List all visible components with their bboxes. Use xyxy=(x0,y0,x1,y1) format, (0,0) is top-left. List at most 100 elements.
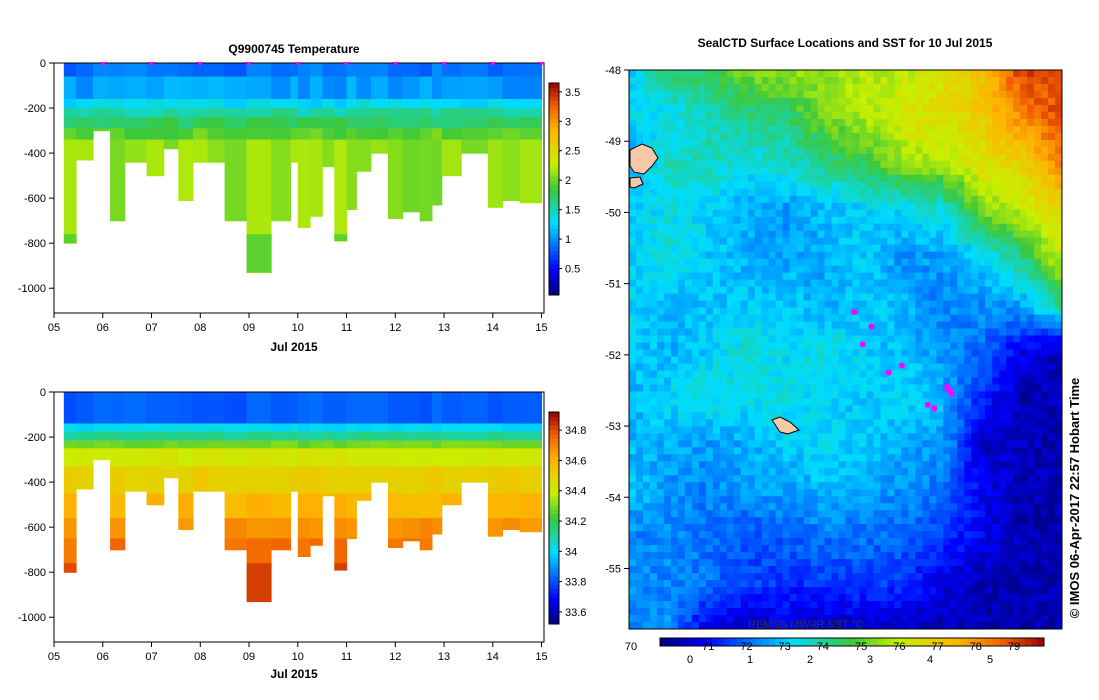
sst-cell xyxy=(698,125,707,134)
sst-cell xyxy=(698,118,707,127)
sst-cell xyxy=(1027,482,1035,490)
sst-cell xyxy=(663,167,672,176)
sst-cell xyxy=(670,139,679,148)
sst-cell xyxy=(754,482,763,490)
sst-cell xyxy=(719,139,728,148)
sst-cell xyxy=(838,426,846,434)
sst-cell xyxy=(768,482,777,490)
sst-cell xyxy=(1034,510,1042,518)
temp-colorbar-swatch xyxy=(549,215,559,221)
sst-cell xyxy=(761,489,770,497)
sst-cell xyxy=(915,454,923,462)
sst-cell xyxy=(1048,97,1056,106)
sst-cell xyxy=(1041,377,1049,385)
sst-cell xyxy=(859,70,867,78)
sst-cell xyxy=(817,230,826,239)
sst-cell xyxy=(901,468,909,476)
sst-cell xyxy=(971,454,979,462)
sst-cell xyxy=(775,202,784,211)
sst-cell xyxy=(1020,545,1028,553)
sst-cell xyxy=(649,545,658,553)
sst-cell xyxy=(922,293,930,302)
sst-cell xyxy=(873,202,881,211)
sst-cell xyxy=(964,279,972,288)
sst-cell xyxy=(1006,272,1014,281)
sst-cell xyxy=(922,111,930,120)
sst-cell xyxy=(1055,510,1063,518)
sst-cell xyxy=(873,251,881,260)
sst-cell xyxy=(635,139,644,148)
sst-cell xyxy=(1013,188,1021,197)
sst-cell xyxy=(726,125,735,134)
sst-cell xyxy=(873,223,881,232)
sst-cell xyxy=(684,146,693,155)
sst-cell xyxy=(705,160,714,169)
sst-cell xyxy=(782,489,791,497)
sst-cell xyxy=(1055,321,1063,330)
sst-cell xyxy=(866,125,874,134)
sal-colorbar-swatch xyxy=(549,610,559,616)
temp-colorbar-tick-label: 1.5 xyxy=(565,205,580,217)
temp-profile-cell xyxy=(431,117,443,129)
sst-cell xyxy=(691,160,700,169)
sst-cell xyxy=(740,251,749,260)
sst-cell xyxy=(817,90,826,99)
sst-cell xyxy=(712,83,721,92)
sst-cell xyxy=(950,230,958,239)
sst-cell xyxy=(642,251,651,260)
sst-cell xyxy=(957,258,965,267)
sst-cell xyxy=(852,545,860,553)
sst-cell xyxy=(852,363,860,371)
sst-cell xyxy=(992,510,1000,518)
sst-cell xyxy=(992,279,1000,288)
sst-cell xyxy=(824,104,833,113)
sst-cell xyxy=(852,139,860,148)
sst-cell xyxy=(726,503,735,511)
sst-cell xyxy=(733,475,742,483)
sst-cell xyxy=(775,286,784,295)
sst-cell xyxy=(719,195,728,204)
sst-cell xyxy=(964,475,972,483)
sst-cell xyxy=(698,405,707,413)
sst-cell xyxy=(775,552,784,560)
sst-cell xyxy=(782,503,791,511)
sst-cell xyxy=(1006,104,1014,113)
sst-cell xyxy=(880,419,888,427)
sst-cell xyxy=(629,461,637,469)
sst-cell xyxy=(810,118,819,127)
sst-cell xyxy=(677,181,686,190)
sst-cell xyxy=(943,552,951,560)
sst-cell xyxy=(712,356,721,364)
sst-cell xyxy=(712,468,721,476)
sst-cell xyxy=(985,139,993,148)
sst-cell xyxy=(629,70,637,78)
sal-profile-cell xyxy=(519,440,543,449)
sst-cell xyxy=(775,174,784,183)
sst-cell xyxy=(1048,223,1056,232)
sst-cell xyxy=(838,496,846,504)
sst-cell xyxy=(754,489,763,497)
sst-cell xyxy=(1020,335,1028,344)
temp-profile-cell xyxy=(402,128,421,141)
sst-cell xyxy=(992,174,1000,183)
sst-cell xyxy=(978,363,986,371)
sst-cell xyxy=(978,405,986,413)
temp-profile-cell xyxy=(461,139,489,154)
sst-cell xyxy=(1020,202,1028,211)
sst-cell xyxy=(691,202,700,211)
sst-cell xyxy=(859,391,867,399)
sst-cell xyxy=(1013,468,1021,476)
sst-cell xyxy=(1034,300,1042,309)
sst-cell xyxy=(866,356,874,364)
sst-cell xyxy=(789,552,798,560)
sst-cell xyxy=(670,503,679,511)
sal-profile-cell xyxy=(93,423,111,432)
sst-cell xyxy=(831,510,840,518)
sst-cell xyxy=(824,440,833,448)
sst-cell xyxy=(768,104,777,113)
sst-cell xyxy=(733,181,742,190)
sst-cell xyxy=(936,223,944,232)
sst-cell xyxy=(817,181,826,190)
sst-cell xyxy=(719,181,728,190)
sst-cell xyxy=(677,104,686,113)
